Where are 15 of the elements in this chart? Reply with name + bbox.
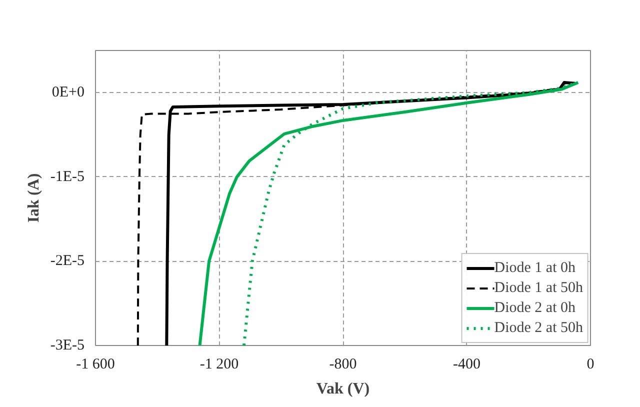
y-tick-label: 0E+0 bbox=[52, 84, 85, 101]
legend-label: Diode 2 at 50h bbox=[494, 320, 583, 336]
y-tick-label: -2E-5 bbox=[50, 253, 85, 270]
x-tick-label: -400 bbox=[453, 356, 480, 372]
y-axis-title: Iak (A) bbox=[25, 173, 42, 223]
x-axis-title: Vak (V) bbox=[316, 380, 370, 398]
x-tick-label: -1 600 bbox=[76, 356, 115, 372]
y-tick-label: -3E-5 bbox=[50, 338, 85, 354]
x-tick-label: 0 bbox=[586, 356, 594, 372]
x-tick-label: -1 200 bbox=[200, 356, 239, 372]
y-tick-label: -1E-5 bbox=[50, 168, 85, 185]
legend-label: Diode 2 at 0h bbox=[494, 300, 576, 316]
legend-label: Diode 1 at 50h bbox=[494, 280, 583, 296]
x-tick-label: -800 bbox=[329, 356, 357, 372]
legend-label: Diode 1 at 0h bbox=[494, 260, 576, 276]
